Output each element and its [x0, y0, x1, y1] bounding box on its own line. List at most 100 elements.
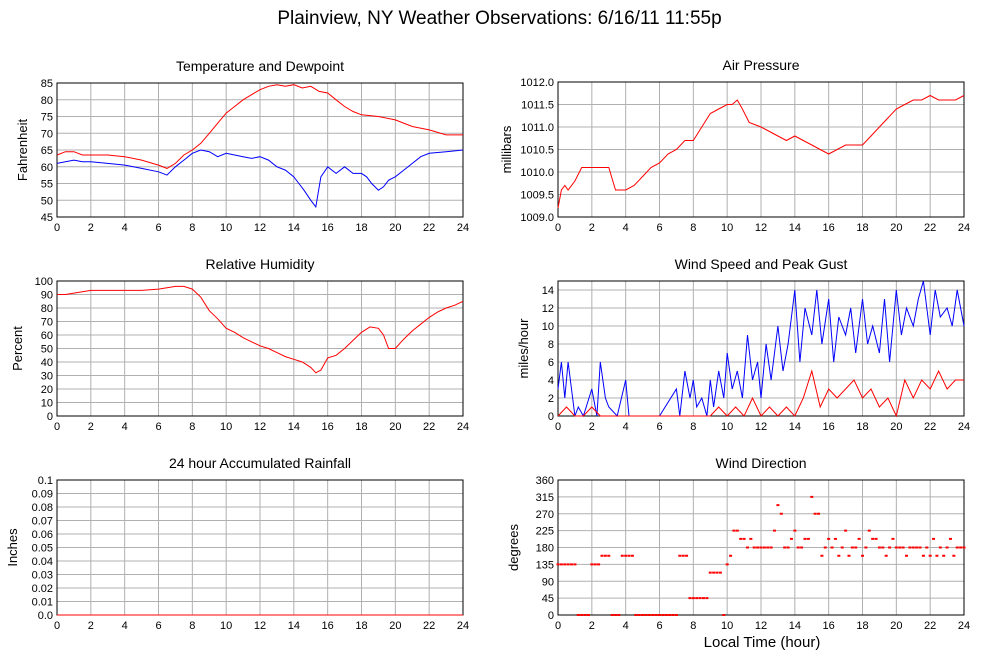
temp-ytick-label: 75 [41, 112, 53, 124]
direction-point [881, 546, 885, 549]
direction-point [908, 546, 912, 549]
direction-point [915, 546, 919, 549]
direction-xtick-label: 6 [656, 620, 662, 632]
pressure-ytick-label: 1011.0 [521, 122, 554, 134]
temp-ytick-label: 65 [41, 145, 53, 157]
humidity-xtick-label: 12 [254, 421, 266, 433]
direction-point [593, 563, 597, 566]
direction-point [789, 537, 793, 540]
rain-xtick-label: 24 [457, 620, 469, 632]
pressure-xtick-label: 2 [589, 222, 595, 234]
direction-point [729, 554, 733, 557]
rain-xtick-label: 20 [389, 620, 401, 632]
direction-point [708, 571, 712, 574]
wind-xtick-label: 24 [958, 421, 970, 433]
direction-point [597, 563, 601, 566]
direction-point [921, 554, 925, 557]
temp-series-blue-line [56, 149, 464, 209]
direction-point [776, 504, 780, 507]
direction-point [583, 614, 587, 616]
direction-xtick-label: 12 [755, 620, 767, 632]
direction-point [901, 546, 905, 549]
direction-point [586, 614, 590, 616]
rain-title: 24 hour Accumulated Rainfall [169, 455, 351, 471]
page-title: Plainview, NY Weather Observations: 6/16… [277, 8, 722, 29]
direction-point [850, 546, 854, 549]
rain-ytick-label: 0.04 [32, 556, 53, 568]
direction-point [681, 554, 685, 557]
direction-point [688, 597, 692, 600]
humidity-xtick-label: 20 [389, 421, 401, 433]
pressure-xtick-label: 8 [690, 222, 696, 234]
wind-ytick-label: 2 [548, 393, 554, 405]
direction-point [634, 614, 638, 616]
temp-xtick-label: 22 [423, 222, 435, 234]
wind-ytick-label: 0 [548, 411, 554, 423]
rain-xtick-label: 16 [322, 620, 334, 632]
wind-xtick-label: 16 [823, 421, 835, 433]
humidity-ytick-label: 20 [41, 384, 53, 396]
direction-point [830, 546, 834, 549]
rain-xtick-label: 8 [189, 620, 195, 632]
wind-ytick-label: 8 [548, 339, 554, 351]
direction-point [918, 546, 922, 549]
direction-point [712, 571, 716, 574]
direction-point [945, 546, 949, 549]
direction-ytick-label: 360 [536, 475, 554, 487]
direction-point [614, 614, 618, 616]
direction-point [617, 614, 621, 616]
direction-point [911, 546, 915, 549]
humidity-ytick-label: 70 [41, 317, 53, 329]
direction-point [823, 546, 827, 549]
direction-point [695, 597, 699, 600]
direction-point [732, 529, 736, 532]
rain-xtick-label: 22 [423, 620, 435, 632]
direction-point [630, 554, 634, 557]
x-axis-label: Local Time (hour) [703, 634, 821, 651]
direction-point [942, 554, 946, 557]
direction-point [904, 554, 908, 557]
direction-point [806, 537, 810, 540]
temp-xtick-label: 16 [322, 222, 334, 234]
humidity-ytick-label: 10 [41, 398, 53, 410]
direction-xtick-label: 18 [856, 620, 868, 632]
direction-point [867, 529, 871, 532]
humidity-xtick-label: 4 [122, 421, 128, 433]
direction-point [624, 554, 628, 557]
direction-point [773, 529, 777, 532]
direction-ytick-label: 90 [542, 576, 554, 588]
direction-point [603, 554, 607, 557]
direction-point [610, 614, 614, 616]
temp-ytick-label: 55 [41, 179, 53, 191]
pressure-xtick-label: 6 [656, 222, 662, 234]
direction-point [803, 537, 807, 540]
direction-point [817, 512, 821, 515]
direction-xtick-label: 14 [789, 620, 801, 632]
pressure-ytick-label: 1011.5 [521, 100, 554, 112]
direction-point [877, 546, 881, 549]
direction-point [840, 546, 844, 549]
rain-ytick-label: 0.09 [32, 489, 53, 501]
direction-ytick-label: 135 [536, 559, 554, 571]
direction-point [861, 554, 864, 557]
direction-point [844, 529, 848, 532]
direction-point [820, 554, 824, 557]
temp-xtick-label: 24 [457, 222, 469, 234]
rain-ytick-label: 0.07 [32, 516, 53, 528]
pressure-title: Air Pressure [722, 57, 799, 73]
wind-series-red-line [557, 369, 964, 418]
rain-xtick-label: 12 [254, 620, 266, 632]
rain-xtick-label: 0 [54, 620, 60, 632]
pressure-ytick-label: 1009.5 [520, 190, 554, 202]
humidity-ytick-label: 50 [41, 344, 53, 356]
direction-point [607, 554, 611, 557]
humidity-ytick-label: 60 [41, 330, 53, 342]
direction-title: Wind Direction [715, 455, 806, 471]
humidity-xtick-label: 16 [322, 421, 334, 433]
direction-point [928, 554, 932, 557]
direction-xtick-label: 20 [890, 620, 902, 632]
wind-series-blue-line [557, 280, 965, 418]
